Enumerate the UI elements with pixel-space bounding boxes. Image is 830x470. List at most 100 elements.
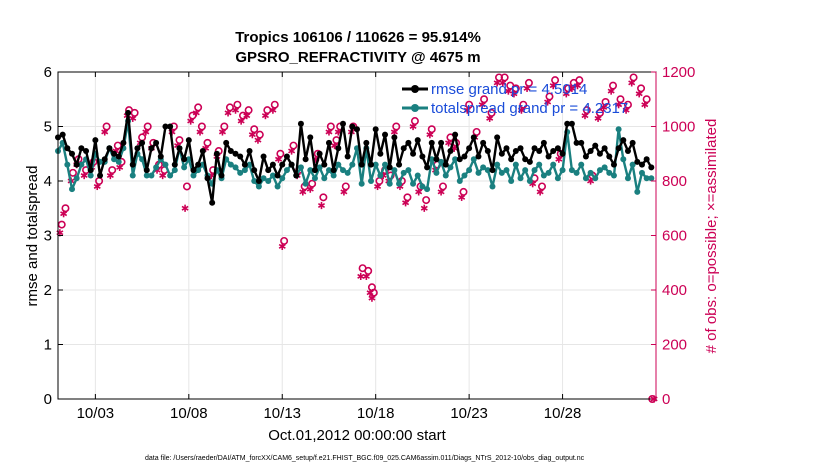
obs-assimilated-stroke [254,137,262,143]
obs-assimilated-stroke [80,173,88,179]
series-point-totalspread [512,161,519,168]
series-point-rmse [358,161,365,168]
obs-assimilated-marker [60,210,68,218]
obs-possible-marker [244,106,253,115]
obs-possible-marker [364,266,373,275]
series-point-totalspread [190,172,197,179]
series-point-totalspread [311,175,318,182]
series-point-rmse [559,150,566,157]
obs-assimilated-marker [357,272,365,280]
series-point-rmse [269,161,276,168]
series-point-rmse [227,148,234,155]
series-point-rmse [162,123,169,130]
series-point-rmse [503,145,510,152]
obs-assimilated-stroke [101,129,109,135]
series-point-totalspread [279,175,286,182]
x-tick-label: 10/23 [450,405,488,422]
obs-assimilated-stroke [334,129,342,135]
series-point-rmse [634,158,641,165]
obs-possible-marker [545,92,554,101]
obs-assimilated-marker [80,171,88,180]
series-point-totalspread [484,167,491,174]
obs-assimilated-marker [420,204,428,212]
series-point-totalspread [578,161,585,168]
series-point-rmse [508,156,515,163]
series-point-totalspread [382,161,389,168]
series-point-totalspread [610,172,617,179]
obs-assimilated-marker [278,242,286,250]
obs-possible-marker [582,106,591,115]
obs-assimilated-marker [568,84,576,92]
series-point-totalspread [601,164,608,171]
obs-assimilated-stroke [331,143,339,149]
series-point-totalspread [456,178,463,184]
obs-possible-marker [427,125,436,134]
series-point-rmse [447,148,454,155]
obs-assimilated-stroke [499,80,507,86]
series-point-rmse [148,145,155,152]
series-point-totalspread [470,156,477,163]
obs-assimilated-stroke [549,83,557,89]
obs-assimilated-marker [562,90,570,98]
series-point-rmse [69,150,76,157]
series-point-rmse [139,139,146,146]
series-point-rmse [297,120,304,127]
series-point-rmse [251,167,258,174]
series-point-rmse [157,153,164,160]
series-point-totalspread [195,167,202,174]
series-point-rmse [624,148,631,155]
series-point-totalspread [410,180,417,187]
series-point-totalspread [274,183,281,190]
series-point-totalspread [498,169,505,176]
series-point-totalspread [255,183,262,190]
obs-assimilated-marker [445,139,453,147]
series-point-totalspread [540,172,547,179]
series-point-rmse [255,178,262,184]
series-point-rmse [414,137,421,144]
obs-assimilated-marker [269,106,277,114]
series-point-rmse [442,161,449,168]
legend: rmse grand pr = 4.5014 totalspread grand… [402,81,628,117]
obs-assimilated-stroke [269,107,277,113]
series-point-rmse [540,139,547,146]
series-point-totalspread [638,169,645,176]
obs-assimilated-marker [192,109,200,117]
series-point-totalspread [424,186,431,193]
series-point-rmse [195,161,202,168]
series-point-totalspread [442,172,449,179]
series-point-rmse [283,153,290,160]
series-point-rmse [438,139,445,146]
series-point-rmse [106,145,113,152]
series-point-rmse [536,148,543,155]
series-point-rmse [349,123,356,130]
series-point-totalspread [489,183,496,190]
obs-possible-marker [108,166,117,175]
series-point-totalspread [73,175,80,182]
series-point-totalspread [596,167,603,174]
obs-assimilated-stroke [129,115,137,121]
series-point-rmse [582,153,589,160]
series-point-rmse [405,139,412,146]
series-point-rmse [237,153,244,160]
series-point-rmse [321,161,328,168]
series-point-rmse [97,172,104,179]
series-point-totalspread [606,169,613,176]
obs-assimilated-stroke [299,189,307,195]
obs-assimilated-stroke [420,205,428,211]
obs-possible-marker [465,100,474,109]
obs-assimilated-marker [458,193,466,201]
series-point-rmse [153,139,160,146]
series-point-rmse [620,137,627,144]
y-tick-label: 0 [44,391,52,408]
series-point-rmse [335,145,342,152]
series-point-rmse [288,161,295,168]
obs-assimilated-marker [232,106,240,114]
chart-title: Tropics 106106 / 110626 = 95.914% [235,29,481,46]
series-point-totalspread [400,169,407,176]
grid [58,72,656,399]
obs-assimilated-stroke [622,107,630,113]
obs-possible-marker [113,141,122,150]
obs-assimilated-marker [478,101,486,109]
obs-assimilated-stroke [340,189,348,195]
series-point-totalspread [265,178,272,184]
